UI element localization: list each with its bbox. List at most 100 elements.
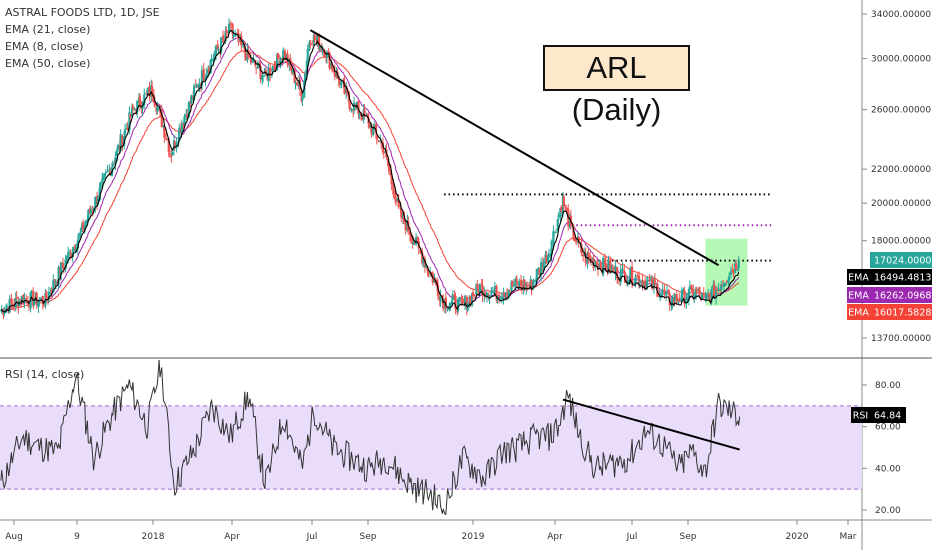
- candle[interactable]: [126, 121, 129, 131]
- candle[interactable]: [375, 134, 378, 145]
- horizontal-levels[interactable]: [444, 193, 772, 262]
- candle[interactable]: [602, 255, 605, 277]
- candle[interactable]: [210, 54, 213, 63]
- candle[interactable]: [488, 294, 491, 305]
- candle[interactable]: [256, 60, 260, 70]
- candle[interactable]: [722, 281, 725, 291]
- candle[interactable]: [173, 140, 176, 151]
- candle[interactable]: [427, 269, 430, 278]
- candle[interactable]: [442, 294, 445, 312]
- candle[interactable]: [195, 83, 198, 88]
- candle[interactable]: [77, 232, 80, 242]
- candle[interactable]: [508, 289, 511, 292]
- candle[interactable]: [476, 279, 479, 293]
- candle[interactable]: [717, 282, 720, 293]
- candle[interactable]: [582, 247, 585, 262]
- candle[interactable]: [500, 292, 503, 304]
- candle[interactable]: [491, 286, 494, 294]
- candle[interactable]: [200, 65, 204, 90]
- candle[interactable]: [540, 257, 543, 282]
- candle[interactable]: [556, 219, 559, 232]
- ema8-line[interactable]: [0, 29, 740, 313]
- candle[interactable]: [221, 30, 225, 44]
- candle[interactable]: [520, 279, 524, 294]
- candle[interactable]: [485, 291, 489, 303]
- candle[interactable]: [394, 189, 397, 204]
- price-trendline[interactable]: [309, 29, 720, 267]
- candle[interactable]: [609, 256, 612, 275]
- candle[interactable]: [557, 212, 560, 221]
- candle[interactable]: [729, 266, 732, 278]
- candle[interactable]: [227, 18, 231, 34]
- rsi-axis[interactable]: 80.00 60.00 40.00 20.00: [862, 381, 901, 516]
- candle[interactable]: [133, 107, 136, 111]
- candle[interactable]: [259, 62, 262, 84]
- candle[interactable]: [274, 60, 277, 72]
- candle[interactable]: [545, 250, 548, 264]
- time-axis[interactable]: Aug 9 2018 Apr Jul Sep 2019 Apr Jul Sep 2020 Mar: [5, 520, 857, 542]
- candle[interactable]: [592, 253, 595, 272]
- candle[interactable]: [671, 294, 674, 310]
- candle[interactable]: [301, 93, 304, 107]
- candle[interactable]: [473, 293, 476, 299]
- candle[interactable]: [232, 29, 235, 41]
- candle[interactable]: [527, 282, 531, 289]
- candle[interactable]: [262, 74, 265, 83]
- candle[interactable]: [104, 169, 107, 175]
- candle[interactable]: [702, 287, 705, 300]
- candle[interactable]: [526, 281, 529, 292]
- candle[interactable]: [535, 268, 538, 281]
- candle[interactable]: [165, 132, 168, 140]
- candle[interactable]: [547, 248, 551, 262]
- candle[interactable]: [25, 294, 28, 304]
- candle[interactable]: [121, 134, 124, 152]
- candle[interactable]: [471, 288, 475, 302]
- candle[interactable]: [325, 50, 329, 64]
- candle[interactable]: [725, 280, 728, 284]
- candle[interactable]: [348, 98, 351, 112]
- candle[interactable]: [102, 173, 105, 184]
- candle[interactable]: [146, 87, 149, 95]
- candle[interactable]: [50, 286, 53, 299]
- candle[interactable]: [333, 64, 336, 81]
- candle[interactable]: [163, 126, 166, 144]
- candle[interactable]: [144, 92, 147, 95]
- candle[interactable]: [688, 280, 691, 296]
- candle[interactable]: [269, 62, 272, 82]
- candle[interactable]: [554, 229, 558, 233]
- candle[interactable]: [542, 258, 545, 271]
- candle[interactable]: [32, 287, 35, 310]
- candle[interactable]: [713, 280, 716, 298]
- candle[interactable]: [255, 67, 258, 75]
- candle[interactable]: [693, 291, 696, 304]
- candle[interactable]: [515, 275, 518, 286]
- candle[interactable]: [533, 279, 536, 283]
- candle[interactable]: [54, 279, 58, 290]
- candle[interactable]: [675, 291, 678, 306]
- candle[interactable]: [710, 286, 713, 306]
- candle[interactable]: [309, 40, 312, 49]
- candle[interactable]: [116, 143, 120, 152]
- candle[interactable]: [512, 278, 516, 288]
- candle[interactable]: [732, 268, 735, 278]
- candle[interactable]: [422, 257, 425, 268]
- candle[interactable]: [318, 45, 322, 52]
- candle[interactable]: [638, 278, 642, 289]
- rsi-indicator-label[interactable]: RSI (14, close): [5, 368, 85, 381]
- candle[interactable]: [720, 280, 723, 295]
- candle[interactable]: [64, 255, 67, 273]
- candle[interactable]: [724, 282, 727, 287]
- candle[interactable]: [695, 286, 698, 295]
- candle[interactable]: [503, 292, 506, 299]
- price-axis[interactable]: 34000.00000 30000.00000 26000.00000 22000.0…: [862, 10, 931, 344]
- candle[interactable]: [57, 265, 60, 289]
- candle[interactable]: [377, 139, 380, 143]
- candle[interactable]: [308, 39, 311, 52]
- candle[interactable]: [687, 288, 691, 306]
- candle[interactable]: [271, 65, 274, 73]
- candle[interactable]: [294, 80, 297, 90]
- candle[interactable]: [663, 284, 666, 299]
- candle[interactable]: [106, 165, 109, 173]
- candle[interactable]: [79, 227, 82, 238]
- candle[interactable]: [160, 104, 163, 128]
